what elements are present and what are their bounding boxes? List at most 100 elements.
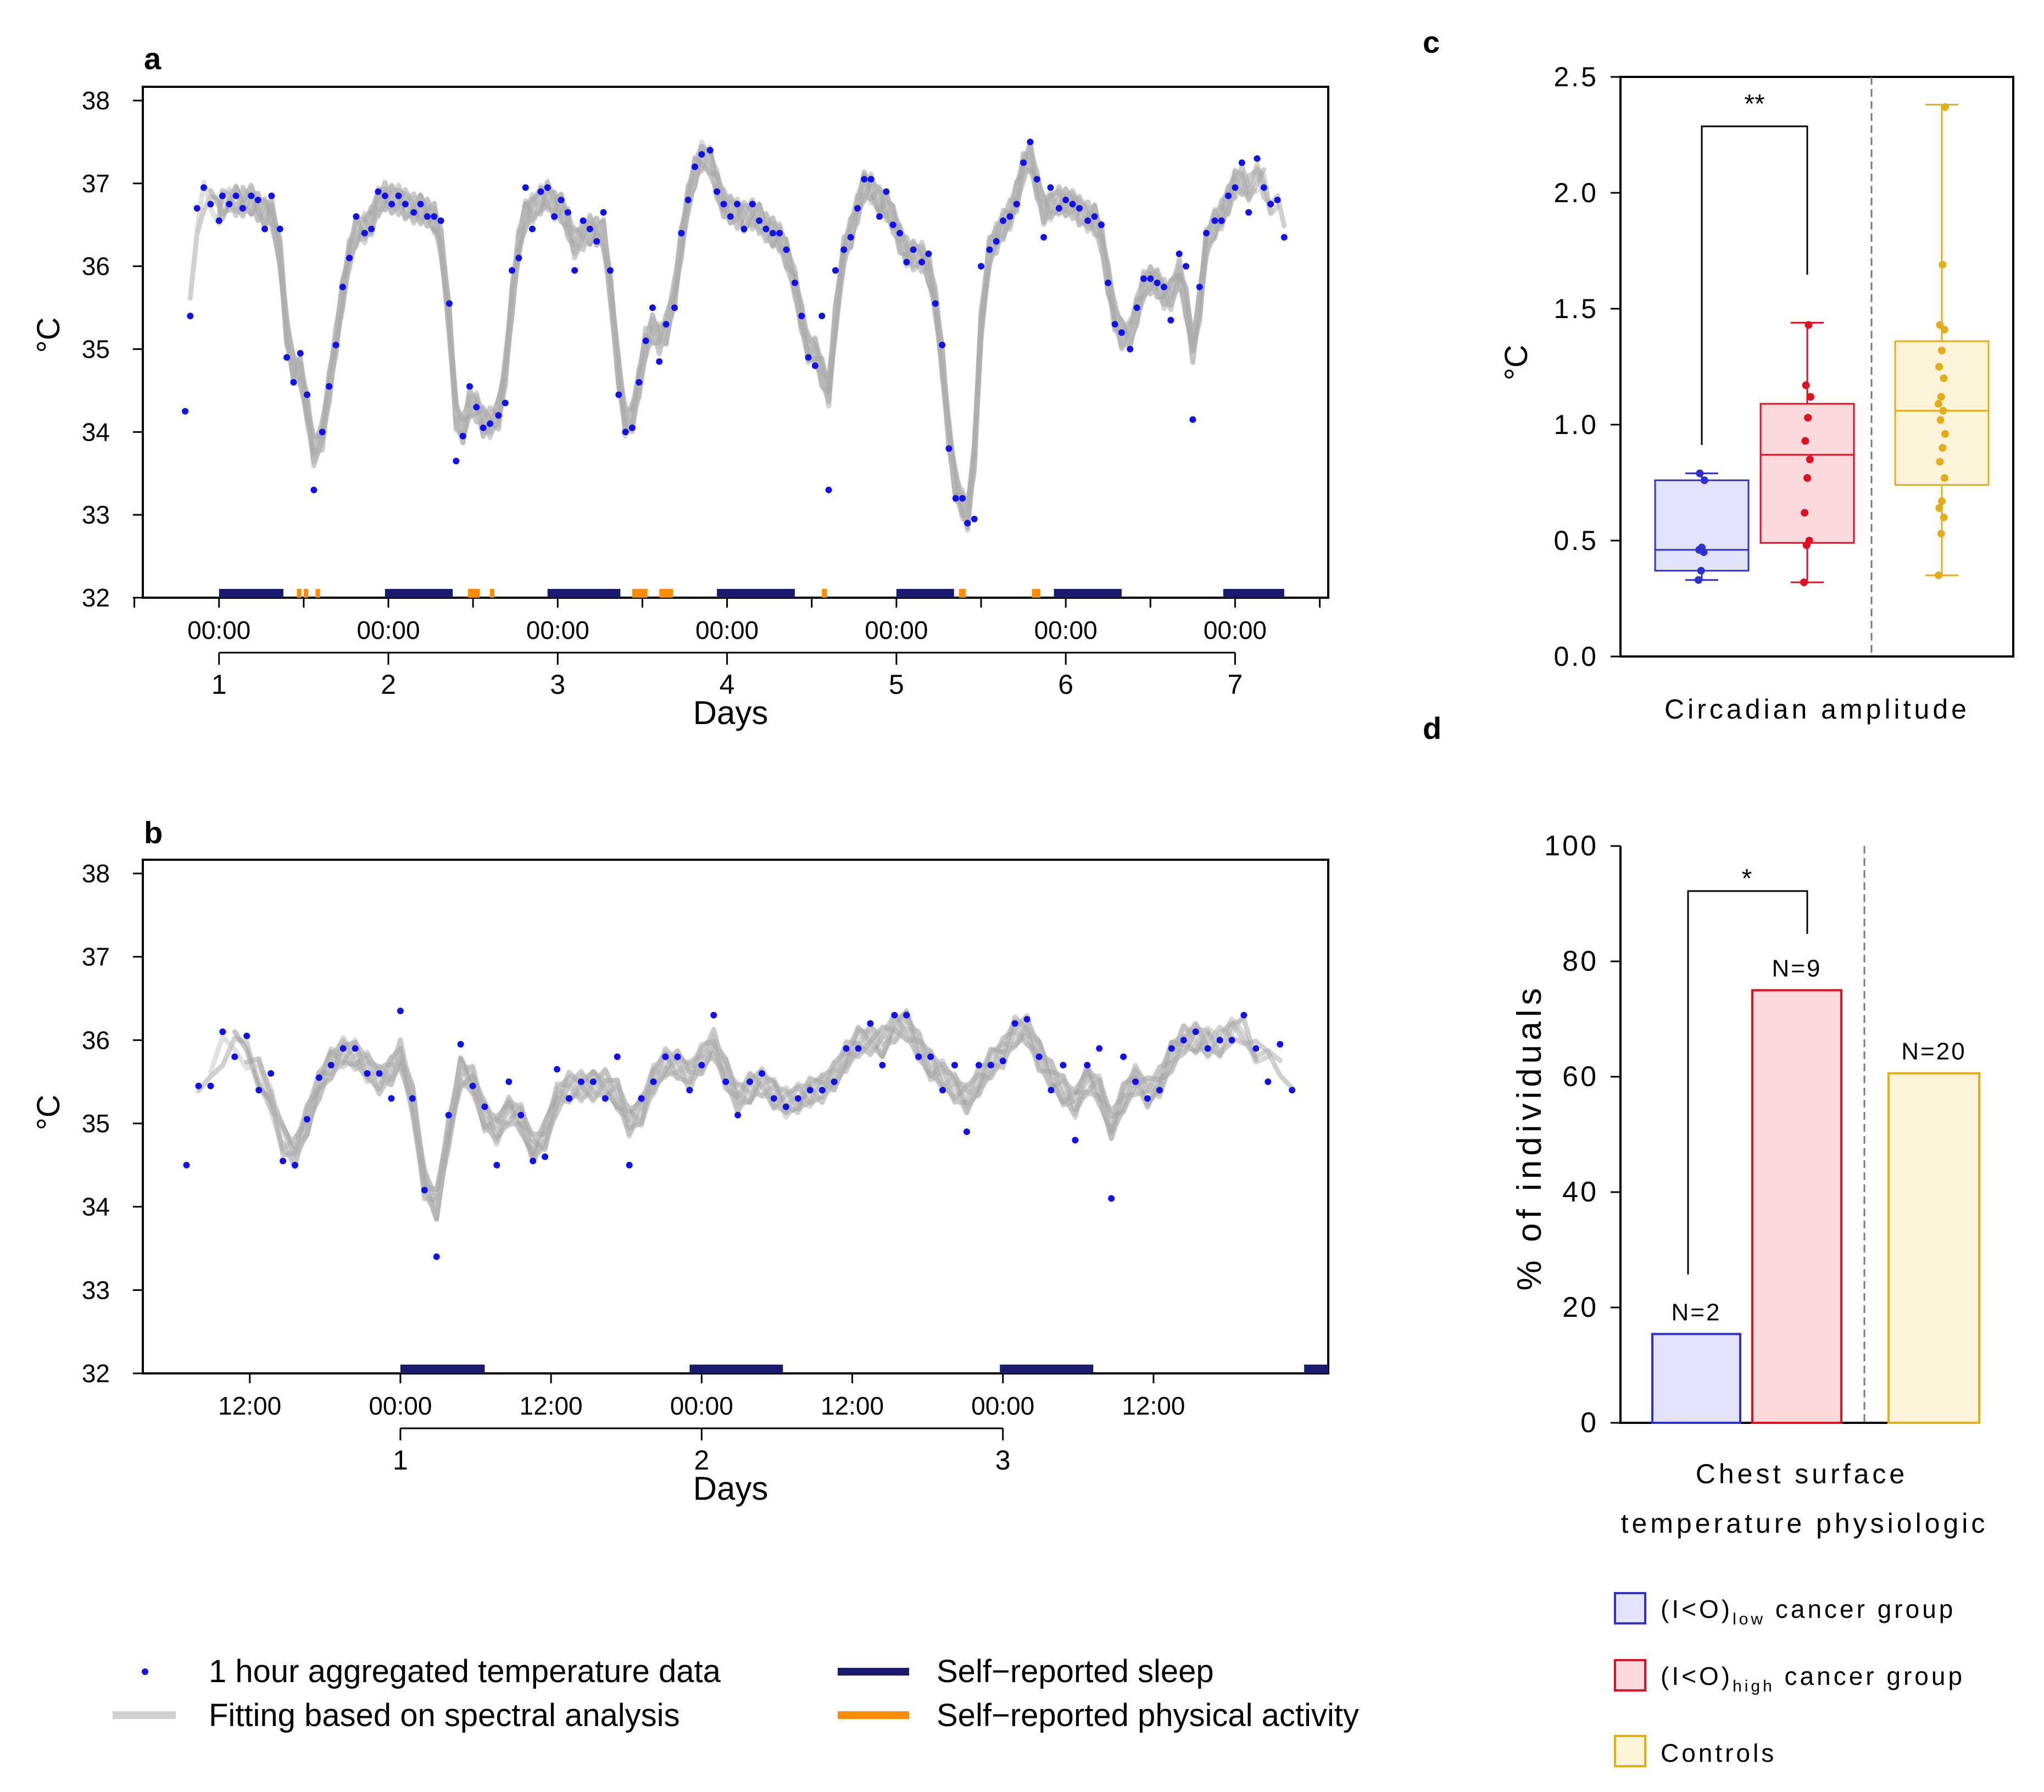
temperature-point [1091,213,1098,220]
temperature-point [231,1053,238,1060]
temperature-point [910,246,917,253]
temperature-point [1160,283,1167,291]
temperature-point [537,188,544,195]
temperature-point [564,209,571,216]
legend-activity-label: Self−reported physical activity [937,1698,1359,1733]
x-time-label: 00:00 [1034,616,1098,644]
temperature-point [1238,159,1245,166]
temperature-point [1216,1037,1223,1044]
temperature-point [1232,184,1239,191]
x-time-label: 00:00 [865,616,928,644]
box-point [1935,571,1942,580]
box-point [1936,321,1944,329]
temperature-point [226,201,233,208]
temperature-point [509,267,516,274]
temperature-point [698,1061,705,1068]
temperature-point [1060,1061,1067,1068]
y-tick-label: 36 [82,1026,110,1054]
box-point [1941,103,1949,111]
temperature-point [999,1058,1006,1065]
x-time-label: 12:00 [218,1392,281,1420]
temperature-point [480,424,487,431]
temperature-point [769,230,776,237]
x-time-label: 12:00 [520,1392,583,1420]
temperature-point [397,1008,404,1015]
day-tick-label: 1 [211,669,227,700]
y-tick-label: 35 [82,335,110,364]
temperature-point [978,263,985,270]
temperature-point [1167,316,1174,324]
box-point [1937,530,1945,538]
y-tick-label: 2.5 [1553,62,1599,92]
temperature-point [1267,201,1274,208]
temperature-point [847,233,854,241]
temperature-point [1020,159,1027,166]
temperature-point [762,225,770,232]
temperature-point [542,1153,549,1160]
temperature-point [770,1095,777,1102]
temperature-point [410,209,417,216]
temperature-point [1192,1028,1199,1036]
temperature-point [577,1078,584,1086]
temperature-point [522,184,529,191]
temperature-point [433,1253,440,1260]
panel-a-fit-curves [187,139,1287,533]
temperature-point [1180,1037,1187,1044]
box-point [1939,260,1947,269]
panel-d-significance-bracket [1687,890,1808,1275]
legend-low-label: (I<O)low cancer group [1661,1595,1956,1628]
y-tick-label: 33 [82,500,110,529]
temperature-point [806,1087,814,1094]
temperature-point [388,201,396,208]
temperature-point [1108,1195,1115,1202]
temperature-point [951,1061,958,1068]
temperature-point [1133,304,1140,311]
temperature-point [291,1161,298,1168]
temperature-point [1069,201,1076,208]
panel-d-label: d [1423,711,1441,745]
temperature-point [649,304,656,311]
y-tick-label: 35 [82,1109,110,1138]
temperature-point [1098,221,1105,229]
temperature-point [747,1078,754,1086]
temperature-point [1204,1045,1211,1052]
y-tick-label: 20 [1562,1292,1599,1323]
temperature-point [276,225,283,232]
temperature-point [861,176,868,183]
sleep-bar [1223,589,1284,598]
bar [1651,1333,1741,1424]
box-point [1802,381,1810,389]
temperature-point [466,383,473,390]
temperature-point [1240,1011,1247,1019]
temperature-point [431,213,438,220]
temperature-point [310,486,318,493]
activity-bar [822,589,827,598]
panel-c-significance-bracket [1701,125,1808,445]
x-time-label: 00:00 [695,616,759,644]
bar [1887,1072,1980,1424]
y-tick-label: 40 [1562,1176,1599,1208]
box-point [1939,407,1947,415]
temperature-point [243,1032,250,1039]
temperature-point [327,1061,335,1068]
activity-bar [297,589,302,598]
box-point [1695,576,1702,584]
box-point [1807,393,1814,401]
panel-c-label: c [1423,25,1440,59]
temperature-point [686,1087,693,1094]
box-point [1696,469,1704,477]
temperature-point [783,246,790,253]
panel-b-fit-curves [196,1008,1295,1222]
temperature-point [825,486,832,493]
temperature-point [1260,184,1267,191]
temperature-point [502,399,509,407]
activity-bar [959,589,966,598]
y-tick-label: 33 [82,1276,110,1304]
temperature-point [952,495,959,502]
temperature-point [195,1082,202,1089]
temperature-point [662,1053,669,1060]
panel-b-event-bars [400,1365,1328,1373]
panel-b-y-axis: 32 33 34 35 36 37 38 [82,859,143,1388]
temperature-point [571,267,578,274]
x-time-label: 12:00 [821,1392,884,1420]
